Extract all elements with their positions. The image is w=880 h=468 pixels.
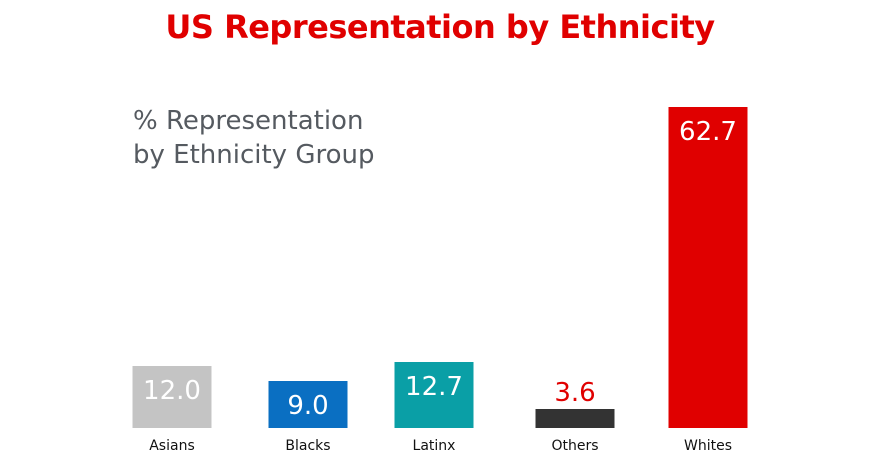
value-label-whites: 62.7: [679, 117, 737, 147]
bar-latinx: [394, 362, 474, 428]
chart-subtitle-line-1: % Representation: [133, 106, 364, 136]
value-label-others: 3.6: [554, 378, 595, 408]
chart-subtitle-line-2: by Ethnicity Group: [133, 140, 375, 170]
category-label-whites: Whites: [684, 438, 732, 454]
bar-blacks: [268, 381, 348, 428]
chart-subtitle: % Representation by Ethnicity Group: [133, 104, 374, 172]
category-label-others: Others: [551, 438, 598, 454]
bar-asians: [132, 366, 212, 428]
category-label-latinx: Latinx: [413, 438, 456, 454]
bar-others: [535, 409, 615, 428]
value-label-latinx: 12.7: [405, 372, 463, 402]
chart-title: US Representation by Ethnicity: [165, 8, 715, 46]
category-label-asians: Asians: [149, 438, 195, 454]
category-label-blacks: Blacks: [285, 438, 330, 454]
bar-whites: [668, 107, 748, 428]
value-label-asians: 12.0: [143, 376, 201, 406]
value-label-blacks: 9.0: [287, 391, 328, 421]
